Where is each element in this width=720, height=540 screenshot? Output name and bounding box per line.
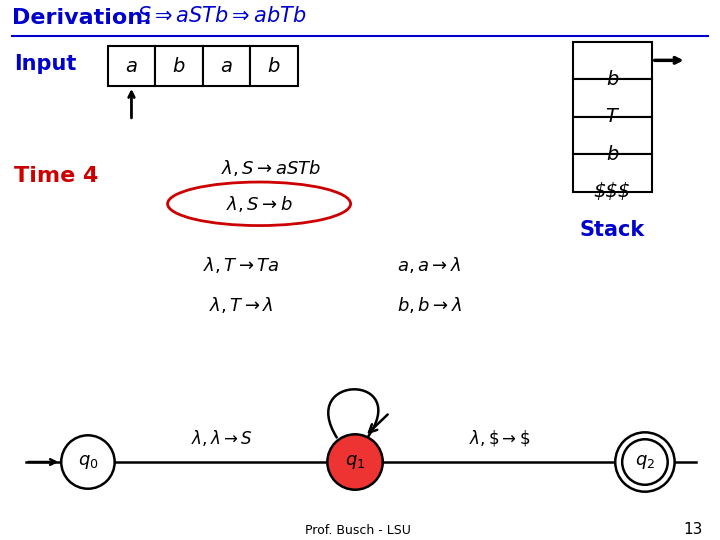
Text: Derivation:: Derivation: [12,8,152,28]
Circle shape [622,439,667,485]
Text: $q_2$: $q_2$ [635,453,655,471]
Bar [203,46,250,86]
Text: $\lambda, S \rightarrow b$: $\lambda, S \rightarrow b$ [225,194,292,214]
Text: Input: Input [14,55,76,75]
Bar [572,117,652,154]
Text: Prof. Busch - LSU: Prof. Busch - LSU [305,524,411,537]
Bar [572,42,652,79]
Bar [572,79,652,117]
Text: $\lambda, T \rightarrow Ta$: $\lambda, T \rightarrow Ta$ [203,255,279,275]
Text: $S \Rightarrow aSTb \Rightarrow abTb$: $S \Rightarrow aSTb \Rightarrow abTb$ [138,6,307,26]
Text: $b$: $b$ [267,57,281,76]
Text: $a, a \rightarrow \lambda$: $a, a \rightarrow \lambda$ [397,255,462,275]
Bar [572,154,652,192]
Text: $\lambda, \lambda \rightarrow S$: $\lambda, \lambda \rightarrow S$ [191,428,252,448]
Bar [108,46,156,86]
Circle shape [61,435,114,489]
Text: $b$: $b$ [172,57,186,76]
Text: $$$: $$$ [594,183,631,201]
Text: $b$: $b$ [606,145,619,164]
Text: $b, b \rightarrow \lambda$: $b, b \rightarrow \lambda$ [397,295,462,315]
Text: Stack: Stack [580,220,645,240]
Text: $a$: $a$ [125,57,138,76]
Text: $\lambda, T \rightarrow \lambda$: $\lambda, T \rightarrow \lambda$ [209,295,274,315]
Text: $q_0$: $q_0$ [78,453,98,471]
Circle shape [616,433,675,492]
Circle shape [328,434,383,490]
Text: $T$: $T$ [605,107,620,126]
Text: $\lambda, S \rightarrow aSTb$: $\lambda, S \rightarrow aSTb$ [221,158,321,178]
Text: 13: 13 [683,522,702,537]
Text: Time 4: Time 4 [14,166,98,186]
Text: $q_1$: $q_1$ [345,453,365,471]
Bar [250,46,297,86]
Text: $\lambda, \$ \rightarrow \$$: $\lambda, \$ \rightarrow \$$ [469,428,531,448]
Bar [156,46,203,86]
Text: $a$: $a$ [220,57,233,76]
Ellipse shape [168,182,351,226]
Text: $b$: $b$ [606,70,619,89]
